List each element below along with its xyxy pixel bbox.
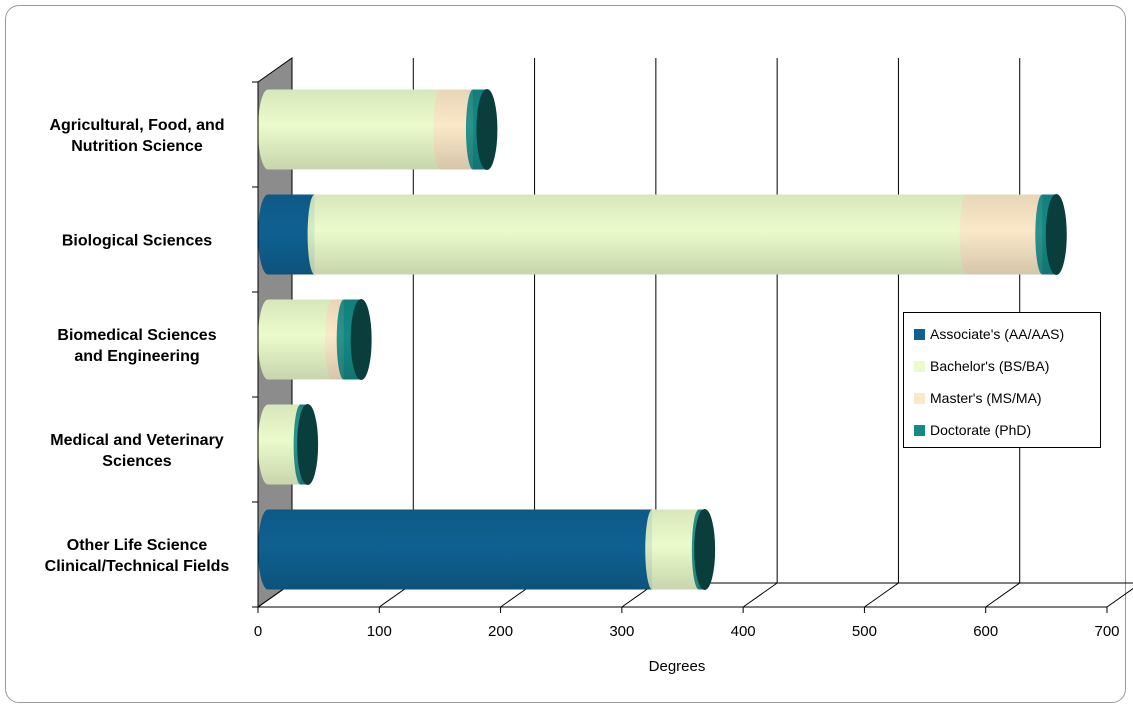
category-label: Biomedical Sciences and Engineering [57,327,216,365]
x-tick-label: 500 [852,623,877,640]
bar-end-cap [350,299,372,380]
bar-segment [268,299,333,380]
bar-group [258,404,319,485]
x-tick-label: 200 [488,623,513,640]
x-axis: 0 100 200 300 400 500 600 700 [254,606,1120,640]
bar-end-cap [694,509,716,590]
x-tick-label: 400 [731,623,756,640]
legend-label: Bachelor's (BS/BA) [930,358,1050,374]
bar-segment [652,509,699,590]
gridline-floor [1106,588,1133,608]
x-tick-label: 600 [973,623,998,640]
legend-item: Master's (MS/MA) [914,382,1100,414]
bar-segment [966,194,1043,275]
bar-group [258,509,716,590]
bars [258,89,1067,590]
gridline-floor [864,582,899,608]
bar-end-cap [297,404,319,485]
legend-item: Bachelor's (BS/BA) [914,350,1100,382]
legend: Associate's (AA/AAS) Bachelor's (BS/BA) Ma… [903,312,1101,448]
bar-segment [268,194,315,275]
x-axis-title: Degrees [649,658,706,675]
bar-segment-joint [465,89,480,170]
bar-segment-joint [325,299,340,380]
bar-group [258,89,498,170]
legend-item: Doctorate (PhD) [914,414,1100,446]
legend-label: Master's (MS/MA) [930,390,1042,406]
bar-segment [314,194,967,275]
legend-swatch [914,392,925,404]
bar-segment [268,89,441,170]
bar-group [258,299,372,380]
legend-swatch [914,360,925,372]
gridline-floor [742,582,778,608]
x-tick-label: 0 [254,623,262,640]
x-tick-label: 700 [1094,623,1119,640]
bar-segment-joint [433,89,448,170]
legend-swatch [914,424,925,436]
legend-label: Associate's (AA/AAS) [930,326,1065,342]
category-label: Agricultural, Food, and Nutrition Science [49,117,224,155]
x-tick-label: 300 [609,623,634,640]
bar-end-cap [476,89,498,170]
category-label: Other Life Science Clinical/Technical Fie… [45,537,230,575]
bar-end-cap [1045,194,1067,275]
bar-group [258,194,1067,275]
bar-segment-joint [1035,194,1050,275]
bar-segment-joint [307,194,322,275]
bar-segment-joint [959,194,974,275]
bar-segment-joint [645,509,660,590]
y-axis: Agricultural, Food, and Nutrition Science… [45,81,259,608]
gridline-floor [985,582,1021,608]
legend-label: Doctorate (PhD) [930,422,1032,438]
category-label: Medical and Veterinary Sciences [50,432,224,470]
category-label: Biological Sciences [62,233,212,250]
bar-segment [268,509,653,590]
bar-segment-joint [336,299,351,380]
legend-item: Associate's (AA/AAS) [914,318,1100,350]
x-tick-label: 100 [367,623,392,640]
legend-swatch [914,328,925,340]
